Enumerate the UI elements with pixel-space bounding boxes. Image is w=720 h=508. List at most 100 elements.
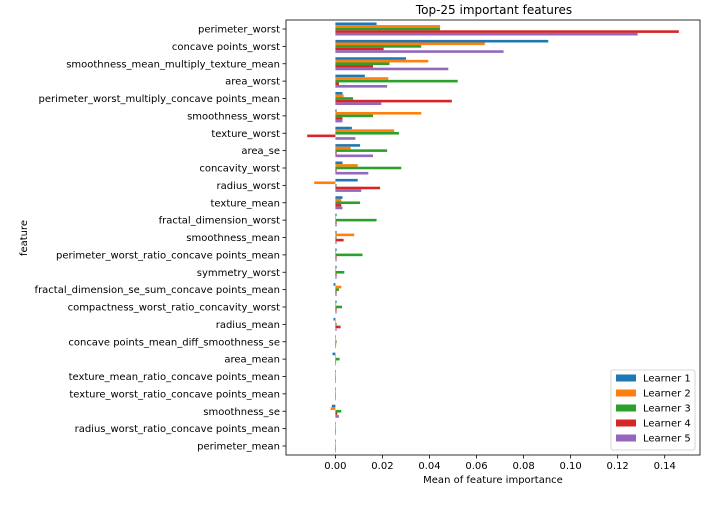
- bar: [335, 111, 422, 115]
- bar: [335, 201, 361, 205]
- bar: [335, 236, 337, 239]
- y-tick-label: texture_mean_ratio_concave points_mean: [69, 372, 280, 383]
- y-tick-label: perimeter_worst: [198, 25, 280, 36]
- bar: [335, 74, 365, 78]
- bar: [335, 213, 337, 217]
- bar: [335, 340, 337, 344]
- bar: [335, 39, 549, 43]
- bar: [335, 444, 336, 448]
- bar: [335, 422, 336, 425]
- y-tick-label: area_worst: [225, 77, 280, 88]
- bar: [335, 224, 337, 227]
- bar: [335, 387, 336, 390]
- bar: [335, 345, 336, 349]
- y-tick-label: radius_mean: [216, 320, 280, 331]
- bar: [330, 407, 336, 410]
- x-tick-label: 0.14: [654, 461, 676, 472]
- bar: [314, 181, 336, 185]
- bar: [333, 283, 336, 286]
- bar: [335, 415, 339, 418]
- y-tick-label: smoothness_mean_multiply_texture_mean: [66, 59, 280, 70]
- legend-label: Learner 1: [643, 374, 691, 385]
- bar: [335, 392, 336, 396]
- bar: [335, 32, 638, 36]
- bar: [335, 442, 336, 445]
- bar: [335, 94, 344, 98]
- bar: [335, 144, 361, 147]
- bar: [335, 166, 402, 170]
- bar: [333, 317, 336, 321]
- bar: [332, 352, 336, 356]
- bar: [335, 50, 504, 53]
- legend-label: Learner 3: [643, 404, 691, 415]
- y-tick-label: area_mean: [224, 355, 280, 366]
- bar: [335, 25, 441, 28]
- bar: [335, 258, 337, 262]
- bar: [335, 161, 343, 165]
- bar: [335, 300, 337, 304]
- bar: [335, 328, 337, 331]
- y-tick-label: concave points_worst: [172, 42, 280, 53]
- bar: [335, 99, 452, 103]
- bar: [335, 77, 389, 80]
- bar: [335, 233, 355, 237]
- bar: [335, 117, 343, 120]
- y-tick-label: symmetry_worst: [197, 268, 280, 279]
- y-tick-label: area_se: [241, 146, 280, 157]
- y-tick-label: radius_worst_ratio_concave points_mean: [75, 424, 280, 435]
- bar: [335, 372, 336, 376]
- y-tick-label: fractal_dimension_worst: [159, 216, 281, 227]
- bar: [335, 380, 336, 383]
- y-tick-label: compactness_worst_ratio_concavity_worst: [68, 303, 280, 314]
- x-tick-label: 0.12: [607, 461, 629, 472]
- bar: [335, 288, 339, 291]
- y-tick-label: smoothness_worst: [187, 111, 280, 122]
- bar: [335, 377, 336, 381]
- bar: [335, 310, 337, 314]
- bar: [335, 164, 358, 167]
- bar: [335, 370, 336, 373]
- x-tick-label: 0.10: [559, 461, 581, 472]
- x-tick-label: 0.00: [324, 461, 346, 472]
- y-tick-label: texture_worst: [211, 129, 280, 140]
- bar: [335, 337, 337, 341]
- bar: [335, 57, 406, 60]
- x-tick-label: 0.06: [465, 461, 487, 472]
- plot-frame: [285, 19, 701, 456]
- bar: [335, 432, 336, 436]
- x-tick-label: 0.04: [418, 461, 440, 472]
- bar: [335, 67, 449, 71]
- bar: [335, 363, 336, 366]
- bar: [335, 250, 337, 254]
- bar: [335, 253, 363, 257]
- y-tick-label: concave points_mean_diff_smoothness_se: [68, 337, 280, 348]
- bar: [335, 102, 382, 105]
- bar: [335, 238, 344, 242]
- bar: [335, 357, 340, 361]
- bar: [335, 409, 342, 413]
- legend: Learner 1 Learner 2 Learner 3 Learner 4 Lear…: [610, 369, 696, 451]
- bar: [335, 290, 337, 294]
- legend-swatch: [616, 419, 636, 427]
- bar: [335, 79, 458, 83]
- bar: [335, 109, 337, 112]
- y-tick-label: smoothness_mean: [186, 233, 280, 244]
- bar: [335, 204, 342, 207]
- bar: [335, 265, 337, 269]
- bar: [335, 303, 337, 306]
- bar: [335, 412, 338, 416]
- bar: [335, 154, 374, 158]
- y-tick-label: perimeter_worst_multiply_concave points_…: [38, 94, 280, 105]
- bar: [335, 447, 336, 450]
- y-tick-label: perimeter_mean: [197, 442, 280, 453]
- legend-swatch: [616, 434, 636, 442]
- bar: [335, 360, 337, 364]
- bar: [335, 47, 384, 51]
- bar: [335, 424, 336, 428]
- bar: [335, 22, 377, 26]
- bar: [335, 449, 336, 453]
- bar: [335, 131, 399, 135]
- bar: [335, 375, 336, 378]
